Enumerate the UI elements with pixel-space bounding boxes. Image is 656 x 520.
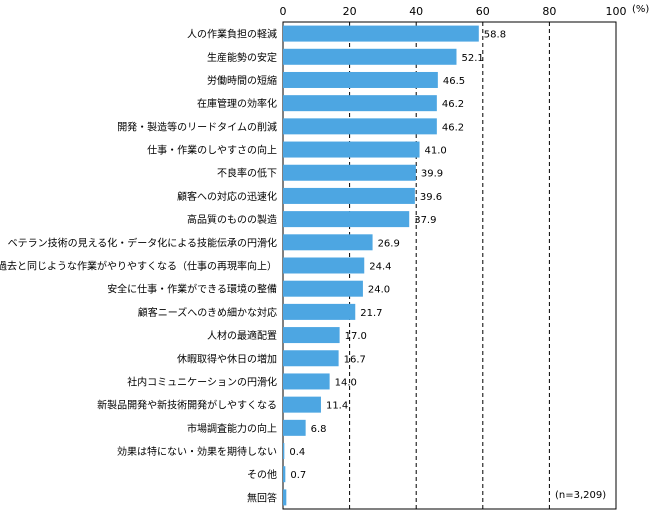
value-label: 11.4 — [326, 401, 348, 412]
bar — [283, 373, 330, 390]
value-label: 41.0 — [425, 146, 447, 157]
unit-label: (%) — [632, 4, 649, 15]
category-label: 顧客への対応の迅速化 — [177, 190, 277, 203]
category-label: 社内コミュニケーションの円滑化 — [127, 375, 277, 388]
category-label: 人の作業負担の軽減 — [187, 28, 277, 41]
x-tick-label: 80 — [542, 5, 556, 18]
category-label: 効果は特にない・効果を期待しない — [117, 445, 277, 458]
value-label: 17.0 — [345, 331, 367, 342]
bar — [283, 118, 437, 135]
category-label: 高品質のものの製造 — [187, 213, 277, 226]
category-label: 安全に仕事・作業ができる環境の整備 — [107, 283, 277, 296]
sample-size-note: (n=3,209) — [555, 490, 606, 501]
bar — [283, 350, 339, 367]
bar — [283, 396, 321, 413]
bar — [283, 419, 306, 436]
category-label: 開発・製造等のリードタイムの削減 — [117, 120, 277, 133]
value-label: 46.5 — [443, 76, 465, 87]
value-label: 24.4 — [369, 262, 391, 273]
category-labels: 人の作業負担の軽減生産能勢の安定労働時間の短縮在庫管理の効率化開発・製造等のリー… — [0, 28, 277, 505]
x-tick-label: 60 — [476, 5, 490, 18]
value-label: 0.4 — [289, 447, 305, 458]
category-label: ベテラン技術の見える化・データ化による技能伝承の円滑化 — [8, 236, 277, 249]
value-label: 16.7 — [344, 354, 366, 365]
category-label: 在庫管理の効率化 — [197, 97, 277, 110]
value-labels: 58.8 52.1 46.5 46.2 46.2 41.0 39.9 39.6 37.9 26.9… — [289, 30, 506, 482]
category-label: 人材の最適配置 — [207, 329, 277, 342]
bar — [283, 443, 285, 460]
category-label: 新製品開発や新技術開発がしやすくなる — [97, 399, 277, 412]
value-label: 21.7 — [360, 308, 382, 319]
value-label: 46.2 — [442, 122, 464, 133]
x-tick-label: 40 — [409, 5, 423, 18]
value-label: 24.0 — [368, 285, 390, 296]
category-label: 仕事・作業のしやすさの向上 — [147, 144, 277, 157]
bar — [283, 95, 437, 112]
value-label: 37.9 — [414, 215, 436, 226]
bar — [283, 303, 356, 320]
category-label: その他 — [247, 468, 277, 481]
bar — [283, 327, 340, 344]
bar — [283, 71, 438, 88]
value-label: 58.8 — [484, 30, 506, 41]
value-label: 26.9 — [378, 238, 400, 249]
value-label: 52.1 — [461, 53, 483, 64]
category-label: 市場調査能力の向上 — [187, 422, 277, 435]
bar — [283, 211, 410, 228]
bar — [283, 141, 420, 158]
value-label: 39.9 — [421, 169, 443, 180]
value-label: 6.8 — [311, 424, 327, 435]
value-label: 0.7 — [290, 470, 306, 481]
bar — [283, 25, 479, 42]
bar — [283, 48, 457, 65]
bar — [283, 164, 416, 181]
category-label: 休暇取得や休日の増加 — [177, 352, 277, 365]
value-label: 39.6 — [420, 192, 442, 203]
x-tick-labels: 0 20 40 60 80 100 — [280, 5, 627, 18]
bars — [283, 25, 479, 506]
category-label: 過去と同じような作業がやりやすくなる（仕事の再現率向上） — [0, 260, 277, 273]
bar — [283, 280, 363, 297]
x-tick-label: 0 — [280, 5, 287, 18]
category-label: 顧客ニーズへのきめ細かな対応 — [138, 306, 277, 319]
category-label: 労働時間の短縮 — [207, 74, 277, 87]
bar — [283, 257, 365, 274]
category-label: 無回答 — [247, 491, 277, 504]
x-tick-label: 20 — [343, 5, 357, 18]
value-label: 46.2 — [442, 99, 464, 110]
category-label: 不良率の低下 — [217, 167, 277, 180]
bar — [283, 187, 415, 204]
value-label: 14.0 — [335, 377, 357, 388]
bar — [283, 234, 373, 251]
bar — [283, 489, 287, 506]
category-label: 生産能勢の安定 — [207, 51, 277, 64]
bar — [283, 466, 286, 483]
x-tick-label: 100 — [606, 5, 627, 18]
